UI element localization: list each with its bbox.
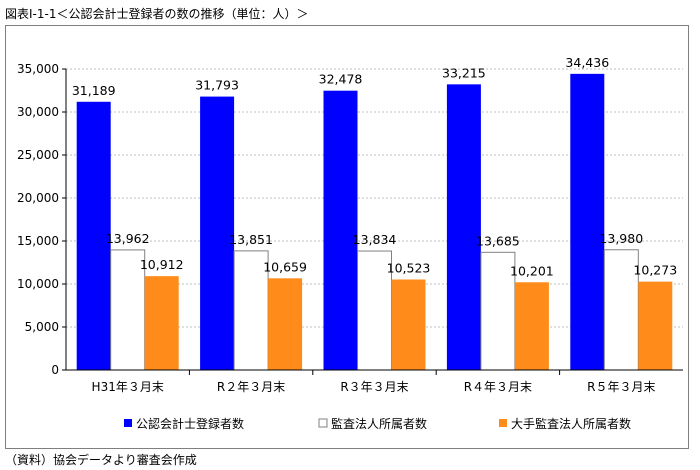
data-label: 10,273 [633, 263, 677, 278]
y-tick-label: 5,000 [25, 320, 59, 334]
bar-series-2 [233, 250, 269, 371]
legend-label: 大手監査法人所属者数 [511, 416, 631, 431]
data-label: 10,201 [510, 263, 554, 278]
x-axis-tick-labels: H31年３月末 R２年３月末 R３年３月末 R４年３月末 R５年３月末 [92, 380, 656, 394]
data-label: 13,685 [476, 233, 520, 248]
x-tick-label: R３年３月末 [340, 380, 408, 394]
data-label: 34,436 [565, 55, 609, 70]
bar-series-3 [514, 282, 549, 370]
bar-series-1 [200, 96, 235, 370]
data-label: 33,215 [442, 65, 486, 80]
data-labels: 31,189 13,962 10,912 31,793 13,851 10,659 32,4… [72, 55, 677, 278]
legend: 公認会計士登録者数 監査法人所属者数 大手監査法人所属者数 [124, 416, 631, 431]
legend-item: 大手監査法人所属者数 [499, 416, 631, 431]
bars [76, 73, 673, 371]
legend-swatch [499, 419, 507, 427]
y-tick-label: 20,000 [17, 191, 59, 205]
legend-swatch [318, 418, 328, 428]
data-label: 13,980 [599, 231, 643, 246]
bar-series-3 [638, 281, 673, 370]
legend-label: 監査法人所属者数 [331, 416, 427, 431]
x-tick-label: R５年３月末 [587, 380, 655, 394]
chart-frame: 0 5,000 10,000 15,000 20,000 25,000 30,000 35,0… [5, 25, 689, 449]
bar-series-3 [144, 276, 179, 370]
data-label: 10,523 [387, 261, 431, 276]
data-label: 13,834 [353, 232, 397, 247]
x-tick-label: H31年３月末 [92, 380, 164, 394]
y-tick-label: 25,000 [17, 148, 59, 162]
bar-series-1 [76, 101, 111, 370]
y-tick-label: 30,000 [17, 105, 59, 119]
data-label: 10,912 [140, 257, 184, 272]
data-label: 32,478 [319, 72, 363, 87]
bar-series-1 [323, 90, 358, 370]
x-tick-label: R４年３月末 [464, 380, 532, 394]
legend-item: 公認会計士登録者数 [124, 416, 244, 431]
y-tick-label: 15,000 [17, 234, 59, 248]
bar-series-2 [357, 250, 392, 371]
data-label: 13,962 [106, 231, 150, 246]
bar-series-1 [446, 84, 481, 370]
bar-series-3 [391, 279, 426, 370]
data-label: 13,851 [229, 232, 273, 247]
bar-series-3 [268, 278, 303, 370]
data-label: 31,189 [72, 83, 116, 98]
source-note: （資料）協会データより審査会作成 [5, 453, 197, 467]
data-label: 10,659 [263, 259, 307, 274]
legend-item: 監査法人所属者数 [318, 416, 427, 431]
bar-chart: 0 5,000 10,000 15,000 20,000 25,000 30,000 35,0… [17, 55, 683, 431]
legend-label: 公認会計士登録者数 [136, 416, 244, 431]
legend-swatch [124, 419, 132, 427]
y-axis-tick-labels: 0 5,000 10,000 15,000 20,000 25,000 30,000 35,0… [17, 62, 66, 377]
x-tick-label: R２年３月末 [217, 380, 285, 394]
figure-title: 図表Ⅰ-1-1＜公認会計士登録者の数の推移（単位：人）＞ [5, 7, 309, 21]
y-tick-label: 35,000 [17, 62, 59, 76]
y-tick-label: 0 [51, 363, 59, 377]
y-tick-label: 10,000 [17, 277, 59, 291]
bar-series-1 [570, 73, 605, 370]
data-label: 31,793 [195, 78, 239, 93]
axes [65, 69, 683, 375]
